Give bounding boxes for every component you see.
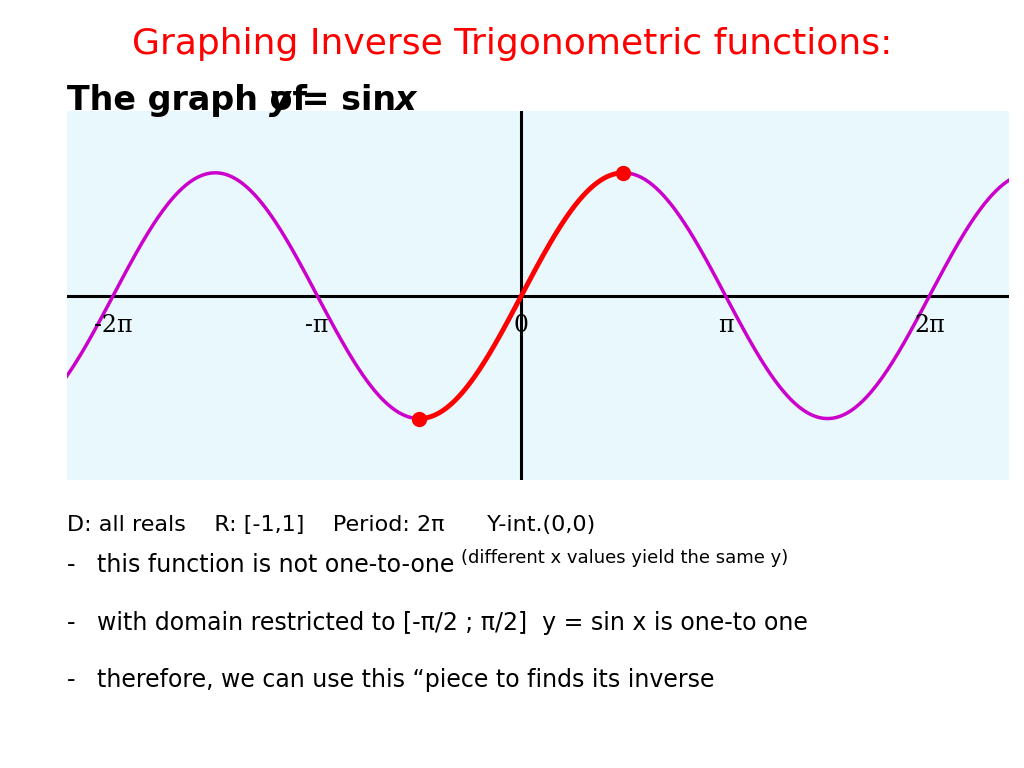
Text: y: y: [269, 84, 291, 118]
Text: -π: -π: [305, 314, 329, 337]
Text: 0: 0: [514, 314, 528, 337]
Text: -: -: [67, 611, 75, 634]
Text: 2π: 2π: [914, 314, 945, 337]
Text: -2π: -2π: [94, 314, 132, 337]
Point: [615, 167, 632, 179]
Text: (different x values yield the same y): (different x values yield the same y): [461, 549, 788, 567]
Text: -: -: [67, 668, 75, 692]
Text: The graph of: The graph of: [67, 84, 318, 118]
Text: Graphing Inverse Trigonometric functions:: Graphing Inverse Trigonometric functions…: [132, 27, 892, 61]
Text: x: x: [394, 84, 416, 118]
Text: = sin: = sin: [290, 84, 408, 118]
Text: with domain restricted to [-π/2 ; π/2]  y = sin x is one-to one: with domain restricted to [-π/2 ; π/2] y…: [97, 611, 808, 634]
Text: π: π: [718, 314, 733, 337]
Text: D: all reals    R: [-1,1]    Period: 2π      Y-int.(0,0): D: all reals R: [-1,1] Period: 2π Y-int.…: [67, 515, 595, 535]
Text: therefore, we can use this “piece to finds its inverse: therefore, we can use this “piece to fin…: [97, 668, 715, 692]
Text: this function is not one-to-one: this function is not one-to-one: [97, 553, 462, 577]
Point: [411, 412, 427, 425]
Text: -: -: [67, 553, 75, 577]
